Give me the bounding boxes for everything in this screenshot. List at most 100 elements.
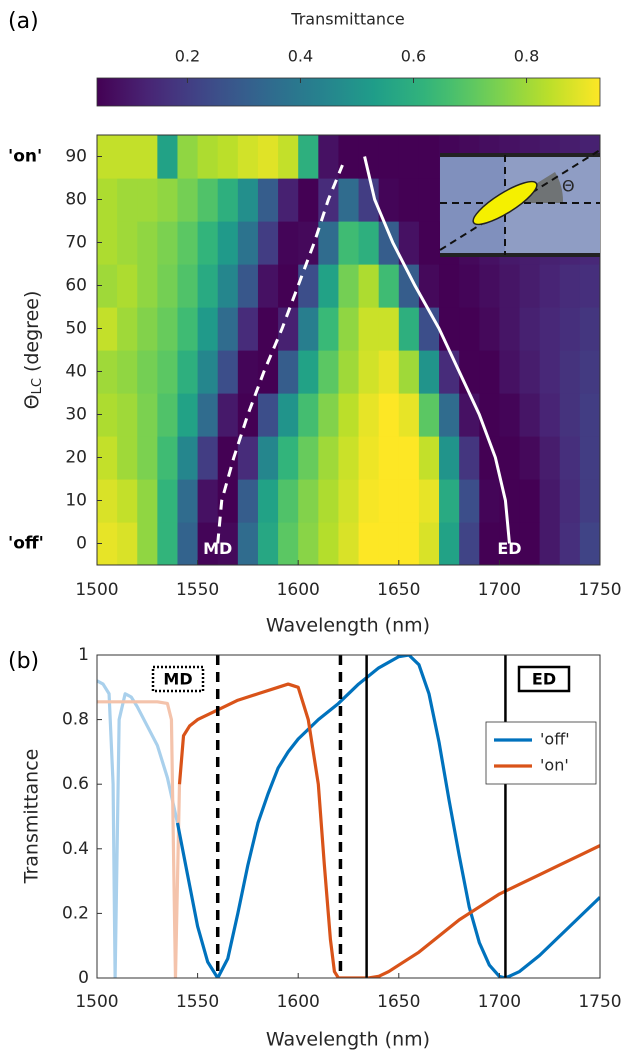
plot-frame bbox=[96, 134, 601, 566]
heatmap-cell bbox=[519, 479, 541, 523]
heatmap-cell bbox=[217, 393, 239, 437]
heatmap-cell bbox=[539, 479, 561, 523]
heatmap-cell bbox=[237, 350, 259, 394]
heatmap-cell bbox=[358, 264, 380, 308]
heatmap-cell bbox=[398, 436, 420, 480]
heatmap-cell bbox=[237, 479, 259, 523]
heatmap-cell bbox=[137, 178, 158, 222]
heatmap-cell bbox=[217, 350, 239, 394]
heatmap-cell bbox=[97, 350, 118, 394]
heatmap-cell bbox=[499, 307, 521, 351]
legend-label: 'on' bbox=[540, 756, 569, 775]
heatmap-cell bbox=[398, 135, 420, 179]
y-tick-label: 0.2 bbox=[62, 903, 89, 923]
heatmap-cell bbox=[298, 307, 319, 351]
heatmap-cell bbox=[539, 393, 561, 437]
line-panel: 1500 1550 1600 1650 1700 1750 0 0.2 0.4 0.6 0.8 1 MD… bbox=[62, 645, 622, 1012]
x-tick-label: 1500 bbox=[75, 580, 118, 600]
y-tick-label: 0 bbox=[76, 534, 87, 554]
inset-label: Θ bbox=[562, 177, 575, 196]
heatmap-cell bbox=[579, 350, 600, 394]
y-tick-label: 50 bbox=[65, 319, 87, 339]
heatmap-cell bbox=[559, 522, 581, 565]
colorbar bbox=[96, 77, 601, 107]
x-axis-label: Wavelength (nm) bbox=[266, 615, 430, 637]
heatmap-cell bbox=[177, 221, 199, 265]
heatmap-cell bbox=[378, 350, 400, 394]
x-tick-label: 1550 bbox=[176, 992, 219, 1012]
heatmap-cell bbox=[398, 479, 420, 523]
colorbar-tick-label: 0.6 bbox=[401, 47, 426, 66]
heatmap-cell bbox=[177, 350, 199, 394]
legend-box bbox=[485, 721, 597, 785]
y-tick-label: 0.8 bbox=[62, 710, 89, 730]
heatmap-cell bbox=[278, 307, 299, 351]
heatmap-cell bbox=[137, 264, 158, 308]
heatmap-cell bbox=[318, 221, 340, 265]
x-tick-label: 1600 bbox=[277, 580, 320, 600]
y-axis-label: Transmittance bbox=[21, 749, 43, 885]
heatmap-cell bbox=[217, 221, 239, 265]
heatmap-cell bbox=[459, 350, 480, 394]
heatmap-cell bbox=[298, 522, 319, 565]
heatmap-cell bbox=[398, 350, 420, 394]
heatmap-cell bbox=[137, 135, 158, 179]
heatmap-cell bbox=[539, 350, 561, 394]
heatmap-cell bbox=[579, 307, 600, 351]
heatmap-cell bbox=[278, 522, 299, 565]
y-tick-label: 90 bbox=[65, 147, 87, 167]
heatmap-cell bbox=[318, 135, 340, 179]
heatmap-cell bbox=[439, 522, 460, 565]
heatmap-cell bbox=[177, 436, 199, 480]
heatmap-cell bbox=[97, 479, 118, 523]
heatmap-cell bbox=[237, 436, 259, 480]
heatmap-cell bbox=[278, 350, 299, 394]
heatmap-cell bbox=[358, 479, 380, 523]
heatmap-cell bbox=[358, 221, 380, 265]
inset: Θ bbox=[439, 149, 601, 257]
heatmap-cell bbox=[579, 264, 600, 308]
heatmap-cell bbox=[358, 350, 380, 394]
heatmap-cell bbox=[237, 178, 259, 222]
heatmap-cell bbox=[217, 436, 239, 480]
heatmap-cell bbox=[177, 307, 199, 351]
series-line bbox=[177, 682, 600, 978]
heatmap-cell bbox=[157, 178, 179, 222]
heatmap-cell bbox=[318, 350, 340, 394]
plot-frame bbox=[96, 654, 601, 979]
heatmap-cell bbox=[378, 393, 400, 437]
heatmap-cell bbox=[358, 393, 380, 437]
mode-label: MD bbox=[203, 539, 232, 558]
heatmap-cell bbox=[257, 522, 279, 565]
heatmap-cell bbox=[137, 436, 158, 480]
heatmap-cell bbox=[197, 264, 219, 308]
heatmap-cell bbox=[97, 178, 118, 222]
y-axis-label-symbol: Θ bbox=[21, 394, 43, 409]
heatmap-cell bbox=[298, 221, 319, 265]
y-tick-label: 30 bbox=[65, 405, 87, 425]
heatmap-cell bbox=[137, 221, 158, 265]
heatmap-cell bbox=[418, 264, 440, 308]
heatmap-cell bbox=[257, 436, 279, 480]
heatmap-cell bbox=[157, 479, 179, 523]
heatmap-cell bbox=[479, 264, 500, 308]
heatmap-cell bbox=[278, 264, 299, 308]
y-axis-label-rest: (degree) bbox=[21, 291, 43, 378]
heatmap-cell bbox=[117, 221, 138, 265]
heatmap-cell bbox=[117, 436, 138, 480]
heatmap-cell bbox=[117, 350, 138, 394]
heatmap-cell bbox=[579, 393, 600, 437]
heatmap-cell bbox=[358, 522, 380, 565]
y-tick-label: 70 bbox=[65, 233, 87, 253]
heatmap-cell bbox=[398, 221, 420, 265]
heatmap-cell bbox=[237, 221, 259, 265]
heatmap-cell bbox=[278, 178, 299, 222]
heatmap-cell bbox=[378, 135, 400, 179]
heatmap-cell bbox=[559, 307, 581, 351]
heatmap-cell bbox=[559, 264, 581, 308]
heatmap-cell bbox=[117, 522, 138, 565]
heatmap-cell bbox=[459, 307, 480, 351]
heatmap-cell bbox=[479, 393, 500, 437]
annotation: MD bbox=[163, 670, 192, 689]
heatmap-cell bbox=[418, 135, 440, 179]
